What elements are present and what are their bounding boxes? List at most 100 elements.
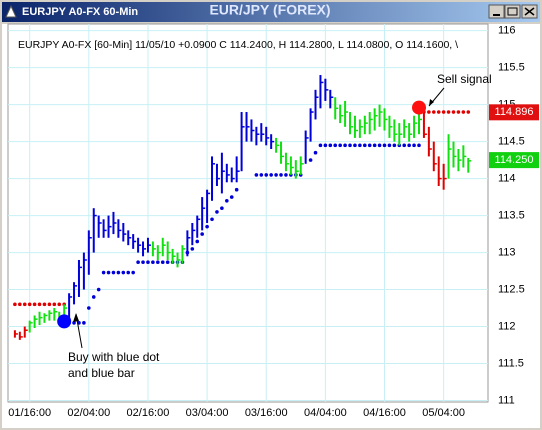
stop-dot — [348, 143, 352, 148]
stop-dot — [269, 173, 273, 177]
info-line: EURJPY A0-FX [60-Min] 11/05/10 +0.0900 C… — [18, 39, 458, 51]
stop-dot — [87, 306, 91, 310]
stop-dot — [82, 321, 86, 325]
annotation: Buy with blue dot — [68, 350, 160, 364]
y-tick-label: 113 — [498, 246, 516, 258]
stop-dot — [259, 173, 264, 177]
stop-dot — [200, 232, 204, 236]
stop-dot — [91, 295, 96, 299]
stop-dot — [151, 260, 155, 264]
stop-dot — [111, 270, 116, 275]
stop-dot — [205, 224, 209, 229]
x-tick-label: 03/04:00 — [186, 407, 229, 419]
y-tick-label: 111.5 — [498, 357, 524, 369]
stop-dot — [338, 143, 342, 148]
stop-dot — [215, 210, 219, 214]
signal-dot — [57, 314, 72, 329]
arrow-head — [73, 313, 79, 322]
stop-dot — [377, 143, 382, 148]
stop-dot — [131, 270, 135, 275]
stop-dot — [52, 302, 57, 307]
stop-dot — [451, 110, 456, 114]
app-icon — [5, 4, 17, 18]
stop-dot — [412, 143, 416, 148]
stop-dot — [18, 302, 22, 307]
price-marker — [489, 152, 539, 169]
stop-dot — [220, 206, 224, 210]
stop-dot — [126, 270, 131, 275]
stop-dot — [466, 110, 471, 114]
stop-dot — [13, 302, 17, 307]
y-tick-label: 113.5 — [498, 209, 525, 221]
stop-dot — [195, 239, 200, 244]
stop-dot — [22, 302, 27, 307]
stop-dot — [402, 143, 407, 148]
stop-dot — [274, 173, 278, 177]
stop-dot — [358, 143, 362, 148]
window-title: EURJPY A0-FX 60-Min — [22, 6, 138, 18]
stop-dot — [47, 302, 52, 307]
x-tick-label: 04/04:00 — [304, 407, 347, 419]
stop-dot — [190, 247, 195, 251]
stop-dot — [308, 158, 313, 162]
price-marker — [489, 104, 539, 121]
stop-dot — [328, 143, 333, 148]
x-tick-label: 01/16:00 — [8, 407, 51, 419]
maximize-icon — [507, 7, 518, 16]
stop-dot — [165, 260, 170, 264]
stop-dot — [431, 110, 436, 114]
x-tick-label: 02/04:00 — [67, 407, 110, 419]
plot-area — [7, 23, 489, 403]
stop-dot — [27, 302, 32, 307]
stop-dot — [106, 270, 111, 275]
stop-dot — [323, 143, 328, 148]
stop-dot — [456, 110, 461, 114]
stop-dot — [436, 110, 441, 114]
x-tick-label: 02/16:00 — [127, 407, 170, 419]
title-bar — [2, 2, 540, 22]
stop-dot — [343, 143, 347, 148]
maximize-button[interactable] — [504, 4, 521, 19]
x-tick-label: 04/16:00 — [363, 407, 406, 419]
stop-dot — [225, 198, 229, 203]
stop-dot — [333, 143, 338, 148]
stop-dot — [116, 270, 121, 275]
y-tick-label: 114 — [498, 173, 516, 185]
stop-dot — [392, 143, 397, 148]
y-tick-label: 111 — [498, 394, 515, 406]
x-tick-label: 05/04:00 — [422, 407, 465, 419]
annotation: Sell signal — [437, 72, 492, 86]
y-tick-label: 114.5 — [498, 136, 525, 148]
stop-dot — [96, 287, 101, 292]
stop-dot — [264, 173, 269, 177]
stop-dot — [37, 302, 42, 307]
signal-dot — [412, 100, 427, 115]
stop-dot — [32, 302, 37, 307]
x-tick-label: 03/16:00 — [245, 407, 288, 419]
stop-dot — [279, 173, 283, 177]
stop-dot — [229, 195, 234, 199]
stop-dot — [353, 143, 357, 148]
stop-dot — [141, 260, 145, 264]
stop-dot — [160, 260, 165, 264]
price-marker-label: 114.896 — [495, 106, 534, 118]
stop-dot — [101, 270, 106, 275]
stop-dot — [441, 110, 446, 114]
stop-dot — [146, 260, 150, 264]
close-icon — [524, 7, 535, 16]
y-tick-label: 116 — [498, 25, 516, 37]
stop-dot — [210, 217, 214, 222]
stop-dot — [461, 110, 466, 114]
stop-dot — [387, 143, 392, 148]
stop-dot — [362, 143, 367, 148]
window-buttons[interactable] — [488, 4, 538, 19]
stop-dot — [42, 302, 47, 307]
stop-dot — [156, 260, 160, 264]
stop-dot — [234, 187, 239, 192]
y-tick-label: 112.5 — [498, 283, 525, 295]
stop-dot — [417, 143, 421, 148]
stop-dot — [407, 143, 411, 148]
minimize-button[interactable] — [488, 4, 505, 19]
chart-title: EUR/JPY (FOREX) — [209, 2, 330, 18]
